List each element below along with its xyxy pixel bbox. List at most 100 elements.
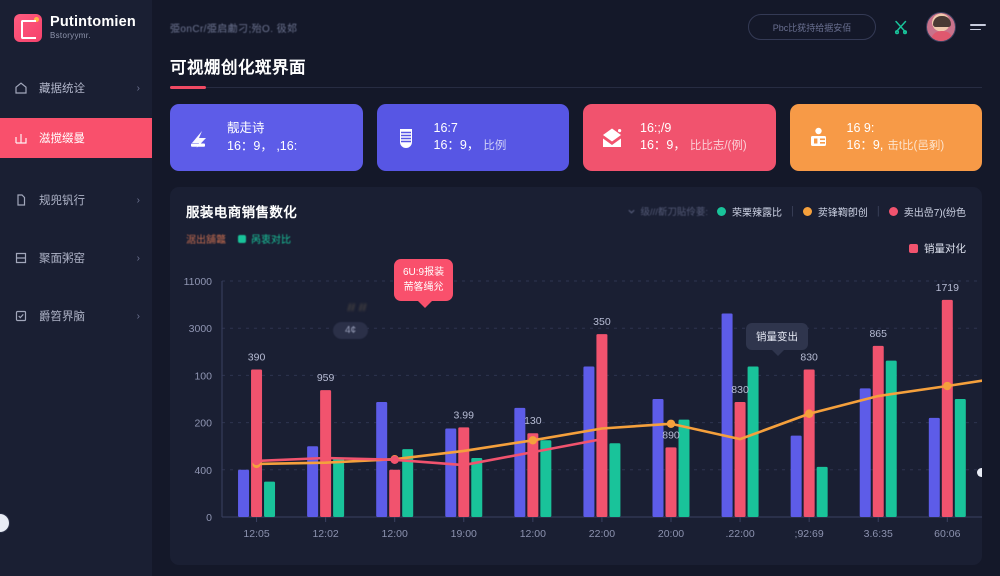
sidebar-item-label: 爵笤界脑 bbox=[39, 311, 85, 323]
chevron-right-icon: › bbox=[136, 82, 140, 94]
stat-card-line2-main: 16：9， bbox=[433, 138, 480, 153]
sidebar-collapse-handle[interactable] bbox=[0, 514, 9, 532]
title-underline bbox=[170, 86, 982, 89]
stat-card-1[interactable]: 靓走诗 16：9， ,16: bbox=[170, 104, 363, 171]
legend-dot-icon bbox=[717, 206, 727, 216]
sidebar-item-label: 聚面粥窑 bbox=[39, 253, 85, 265]
sidebar-item-3[interactable]: 规兜钒行 › bbox=[0, 180, 152, 220]
legend-separator: | bbox=[876, 205, 880, 217]
stat-card-line1: 16:;/9 bbox=[640, 120, 672, 135]
svg-text:.22:00: .22:00 bbox=[725, 528, 754, 540]
legend-label: 荣栗辣露比 bbox=[732, 207, 783, 219]
svg-text:;92:69: ;92:69 bbox=[795, 528, 824, 540]
legend-label: 荬锋鞫卽创 bbox=[817, 207, 868, 219]
value-pill: 4¢ bbox=[333, 322, 369, 339]
stat-card-line1: 16 9: bbox=[846, 120, 875, 135]
page-title: 可视焩创化斑界面 bbox=[170, 59, 306, 77]
svg-text:400: 400 bbox=[194, 465, 212, 477]
legend-sub-label: 涺出舖龞 bbox=[186, 235, 226, 246]
svg-text:890: 890 bbox=[662, 429, 680, 441]
hamburger-menu-icon[interactable] bbox=[970, 21, 986, 33]
chart-growth-icon bbox=[184, 123, 214, 153]
legend-label: 卖出嵒7)(纷色 bbox=[903, 207, 966, 219]
legend-item-3[interactable]: 卖出嵒7)(纷色 bbox=[888, 204, 966, 219]
stat-card-line2-sub: 比比志/(例) bbox=[689, 140, 747, 153]
stat-card-4[interactable]: 16 9: 16：9, 击t比(邑剢) bbox=[789, 104, 982, 171]
checkbox-icon bbox=[14, 309, 28, 323]
svg-text:830: 830 bbox=[800, 352, 818, 364]
svg-text:100: 100 bbox=[194, 370, 212, 382]
svg-text:865: 865 bbox=[869, 328, 887, 340]
sidebar-item-2[interactable]: 滋搅缀曼 bbox=[0, 118, 152, 158]
brand[interactable]: Putintomien Bstoryymr. bbox=[0, 0, 152, 42]
svg-text:12:05: 12:05 bbox=[243, 528, 269, 540]
sidebar-item-label: 藏据统诠 bbox=[39, 83, 85, 95]
chart-panel: 服装电商销售数化 级///斱刀貼伶菨: 荣栗辣露比 | 荬锋鞫卽创 bbox=[170, 187, 982, 565]
chevron-down-icon bbox=[628, 209, 636, 214]
sidebar-nav: 藏据统诠 › 滋搅缀曼 规兜钒行 › 聚面粥 bbox=[0, 68, 152, 336]
svg-text:12:02: 12:02 bbox=[312, 528, 338, 540]
panel-scroll-nub[interactable] bbox=[977, 468, 982, 477]
grid-icon bbox=[14, 251, 28, 265]
chart-legend-sub: 涺出舖龞 呙衷对比 bbox=[170, 221, 982, 246]
svg-text:3.6:35: 3.6:35 bbox=[864, 528, 893, 540]
sidebar-item-5[interactable]: 爵笤界脑 › bbox=[0, 296, 152, 336]
brand-tagline: Bstoryymr. bbox=[50, 31, 91, 41]
legend-dot-icon bbox=[238, 234, 246, 243]
chart-title: 服装电商销售数化 bbox=[186, 205, 298, 220]
sidebar: Putintomien Bstoryymr. 藏据统诠 › 滋搅缀曼 bbox=[0, 0, 152, 576]
chart-panel-header: 服装电商销售数化 级///斱刀貼伶菨: 荣栗辣露比 | 荬锋鞫卽创 bbox=[170, 187, 982, 221]
chevron-right-icon: › bbox=[136, 252, 140, 264]
stat-card-line1: 靓走诗 bbox=[227, 121, 265, 136]
scissors-icon[interactable] bbox=[892, 18, 910, 36]
svg-text:830: 830 bbox=[731, 384, 749, 396]
chart-legend-right[interactable]: 销量对化 bbox=[909, 241, 966, 256]
svg-text:130: 130 bbox=[524, 415, 542, 427]
legend-item-1[interactable]: 荣栗辣露比 bbox=[717, 204, 782, 219]
svg-text:390: 390 bbox=[248, 352, 266, 364]
stat-card-line2: 16：9， 比例 bbox=[434, 137, 507, 155]
svg-text:350: 350 bbox=[593, 316, 611, 328]
svg-text:200: 200 bbox=[194, 418, 212, 430]
chart-legend-top: 级///斱刀貼伶菨: 荣栗辣露比 | 荬锋鞫卽创 | 卖出嵒7)(纷色 bbox=[627, 204, 966, 219]
tooltip-dark: 销量变出 bbox=[746, 323, 808, 356]
svg-text:11000: 11000 bbox=[184, 276, 213, 288]
stat-card-2[interactable]: 16:7 16：9， 比例 bbox=[376, 104, 569, 171]
stat-card-3[interactable]: 16:;/9 16：9， 比比志/(例) bbox=[583, 104, 776, 171]
sidebar-item-4[interactable]: 聚面粥窑 › bbox=[0, 238, 152, 278]
chart-plot-area: 11000 3000 100 200 400 0 390 959 3.99 130 350 890 83… bbox=[170, 259, 982, 565]
breadcrumb: 弫onCr/弫启勴刁;殆O. 彶邚 bbox=[170, 23, 298, 35]
stat-card-line1: 16:7 bbox=[433, 120, 458, 135]
svg-text:959: 959 bbox=[317, 372, 335, 384]
legend-sub-item-1[interactable]: 涺出舖龞 bbox=[186, 231, 226, 246]
tooltip-pink-line1: 6U:9报装 bbox=[403, 267, 445, 278]
sidebar-item-label: 规兜钒行 bbox=[39, 195, 85, 207]
inbox-icon bbox=[597, 123, 627, 153]
svg-text:0: 0 bbox=[206, 512, 212, 524]
legend-sub-label: 呙衷对比 bbox=[251, 235, 291, 246]
chart-bar-icon bbox=[14, 131, 28, 145]
sidebar-item-label: 滋搅缀曼 bbox=[39, 133, 85, 145]
sidebar-item-1[interactable]: 藏据统诠 › bbox=[0, 68, 152, 108]
stat-cards: 靓走诗 16：9， ,16: 16:7 16：9， 比例 bbox=[152, 88, 1000, 171]
user-avatar[interactable] bbox=[926, 12, 956, 42]
legend-item-2[interactable]: 荬锋鞫卽创 bbox=[802, 204, 868, 219]
svg-text:20:00: 20:00 bbox=[658, 528, 684, 540]
legend-filter-toggle[interactable]: 级///斱刀貼伶菨: bbox=[627, 204, 708, 218]
document-icon bbox=[14, 193, 28, 207]
svg-text:19:00: 19:00 bbox=[451, 528, 477, 540]
svg-text:3.99: 3.99 bbox=[454, 409, 475, 421]
stat-card-line2-main: 16：9, bbox=[846, 138, 884, 153]
topbar: 弫onCr/弫启勴刁;殆O. 彶邚 Pbc比莸持给据安佰 bbox=[152, 0, 1000, 54]
svg-text:60:06: 60:06 bbox=[934, 528, 960, 540]
book-logo-icon bbox=[14, 14, 42, 42]
chevron-right-icon: › bbox=[136, 310, 140, 322]
list-stack-icon bbox=[391, 123, 421, 153]
svg-text:3000: 3000 bbox=[189, 323, 213, 335]
svg-text:12:00: 12:00 bbox=[382, 528, 408, 540]
legend-filter-label: 级///斱刀貼伶菨: bbox=[640, 207, 709, 218]
search-input[interactable]: Pbc比莸持给据安佰 bbox=[748, 14, 876, 40]
stat-card-line2-sub: 击t比(邑剢) bbox=[887, 140, 945, 153]
legend-sub-item-2[interactable]: 呙衷对比 bbox=[238, 231, 291, 246]
svg-text:1719: 1719 bbox=[936, 282, 960, 294]
